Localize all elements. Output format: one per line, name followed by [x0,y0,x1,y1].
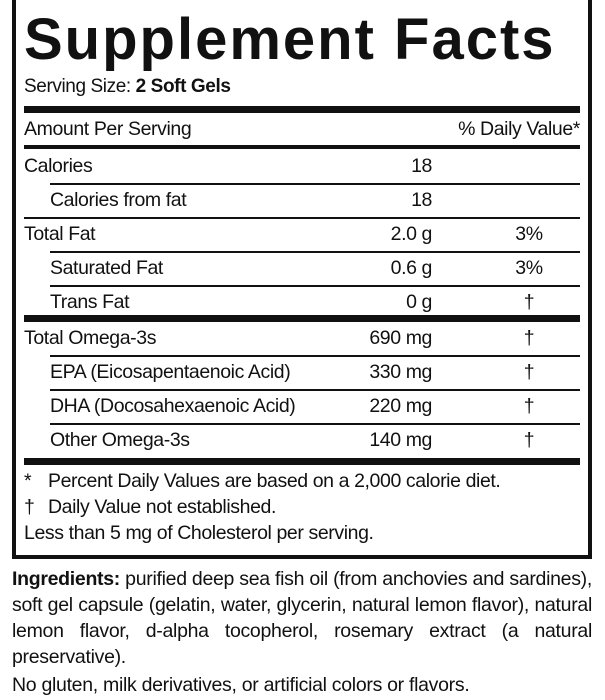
footnote-text: Percent Daily Values are based on a 2,00… [48,470,501,492]
divider [50,389,580,391]
footnote-symbol: * [24,470,32,492]
nutrient-amount: 0.6 g [390,257,433,279]
nutrient-row: Total Fat 2.0 g 3% [24,218,580,250]
divider-thick [24,106,580,113]
divider [24,217,580,219]
divider [50,285,580,287]
nutrient-amount: 690 mg [369,327,432,349]
nutrient-name: Trans Fat [50,291,130,313]
nutrient-row: EPA (Eicosapentaenoic Acid) 330 mg † [24,356,580,388]
footnote-symbol: † [24,496,35,518]
nutrient-daily-value: † [523,291,535,313]
supplement-facts-panel: Supplement Facts Serving Size: 2 Soft Ge… [12,0,592,559]
divider [24,145,580,149]
nutrient-name: Total Fat [24,223,96,245]
divider-thick [24,315,580,322]
serving-size-label: Serving Size: [24,76,131,97]
nutrient-amount: 0 g [406,291,432,313]
divider [50,251,580,253]
footnote-text: Daily Value not established. [48,496,276,518]
footnote: * Percent Daily Values are based on a 2,0… [24,470,501,493]
panel-title: Supplement Facts [24,7,556,72]
nutrient-name: Total Omega-3s [24,327,157,349]
nutrient-amount: 2.0 g [390,223,433,245]
nutrient-daily-value: † [523,361,535,383]
divider [50,183,580,185]
ingredients: Ingredients: purified deep sea fish oil … [12,566,592,670]
ingredients-label: Ingredients: [12,568,120,590]
nutrient-row: Trans Fat 0 g † [24,286,580,318]
nutrient-daily-value: † [523,327,535,349]
nutrient-row: Calories 18 [24,150,580,182]
nutrient-row: Total Omega-3s 690 mg † [24,322,580,354]
ingredients-text: purified deep sea fish oil (from anchovi… [12,568,592,668]
nutrient-amount: 330 mg [369,361,432,383]
daily-value-header: % Daily Value* [458,118,580,140]
nutrient-name: Calories from fat [50,189,187,211]
nutrient-name: Calories [24,155,93,177]
nutrient-name: EPA (Eicosapentaenoic Acid) [50,361,291,383]
nutrient-name: Saturated Fat [50,257,163,279]
nutrient-row: Saturated Fat 0.6 g 3% [24,252,580,284]
amount-header: Amount Per Serving [24,118,192,140]
divider [50,355,580,357]
nutrient-amount: 18 [411,155,432,177]
nutrient-name: Other Omega-3s [50,429,190,451]
nutrient-daily-value: 3% [515,223,543,245]
nutrient-amount: 220 mg [369,395,432,417]
divider-thick [24,458,580,465]
nutrient-amount: 18 [411,189,432,211]
nutrient-row: DHA (Docosahexaenoic Acid) 220 mg † [24,390,580,422]
serving-size-value: 2 Soft Gels [135,76,231,97]
nutrient-name: DHA (Docosahexaenoic Acid) [50,395,296,417]
nutrient-row: Other Omega-3s 140 mg † [24,424,580,456]
divider [50,423,580,425]
column-header: Amount Per Serving % Daily Value* [24,113,580,145]
nutrient-daily-value: † [523,395,535,417]
nutrient-daily-value: 3% [515,257,543,279]
footnote: † Daily Value not established. [24,496,276,519]
serving-size: Serving Size: 2 Soft Gels [24,76,231,98]
free-from-statement: No gluten, milk derivatives, or artifici… [12,674,470,696]
cholesterol-note: Less than 5 mg of Cholesterol per servin… [24,522,374,544]
nutrient-row: Calories from fat 18 [24,184,580,216]
nutrient-amount: 140 mg [369,429,432,451]
nutrient-daily-value: † [523,429,535,451]
